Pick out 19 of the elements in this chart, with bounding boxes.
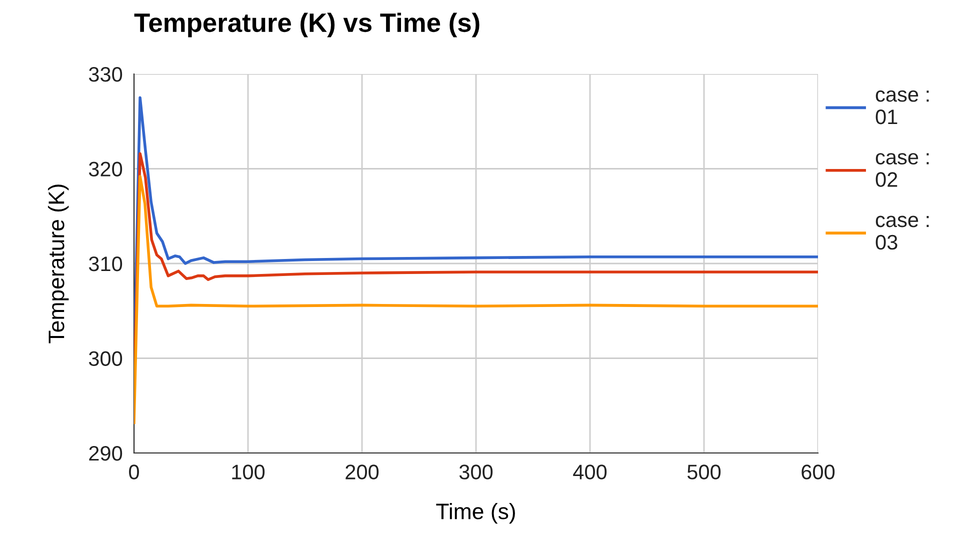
x-tick-label: 500 [687,464,721,480]
y-tick-label: 300 [88,351,122,366]
y-axis-title: Temperature (K) [48,184,69,344]
x-tick-label: 300 [459,464,493,480]
line-series [134,174,818,424]
x-tick-label: 100 [232,464,265,480]
x-tick-label: 0 [129,464,139,480]
chart-title: Temperature (K) vs Time (s) [134,12,480,38]
x-tick-label: 400 [573,464,607,480]
legend-label: case : 02 [876,153,929,187]
x-tick-label: 200 [346,464,379,480]
y-tick-label: 320 [88,162,122,177]
x-tick-label: 600 [802,464,835,480]
legend-label: case : 03 [876,216,929,250]
y-tick-label: 290 [89,446,122,461]
y-tick-label: 310 [88,256,122,272]
x-axis-title: Time (s) [436,502,515,524]
legend-label: case : 01 [876,90,929,124]
y-tick-label: 330 [88,67,122,82]
